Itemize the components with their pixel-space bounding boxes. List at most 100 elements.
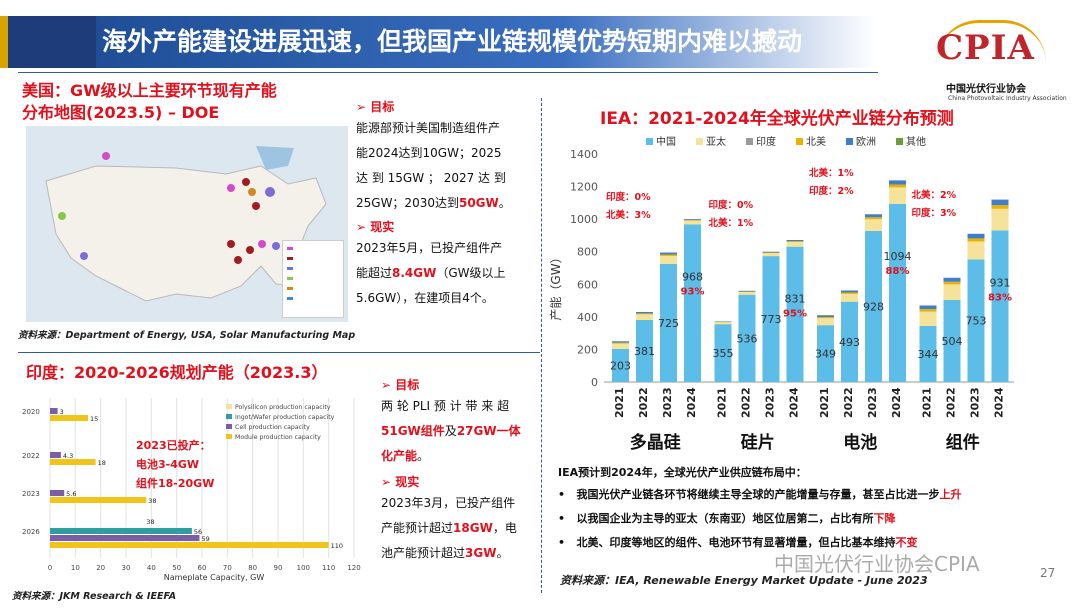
bar-value-label: 203: [610, 359, 631, 372]
x-tick-label: 2022: [637, 387, 650, 418]
usa-reality-line: 2023年5月，已投产组件产: [356, 241, 503, 255]
bar-china: [738, 294, 756, 382]
map-pin: [227, 240, 235, 248]
legend-label: 北美: [806, 136, 826, 148]
india-source: 资料来源：JKM Research & IEEFA: [12, 591, 177, 602]
x-tick-label: 2021: [716, 387, 729, 418]
bar-europe: [967, 233, 985, 239]
india-annotation-line: 组件18-20GW: [136, 477, 215, 490]
bar-asia: [762, 253, 780, 257]
legend-label: 其他: [906, 136, 926, 148]
usa-reality-label-text: 现实: [370, 220, 395, 234]
usa-target-line: 达 到 15GW ； 2027 达 到: [356, 171, 506, 185]
x-tick-label: 2024: [685, 387, 698, 418]
logo-en: China Photovoltaic Industry Association: [948, 95, 1067, 102]
usa-target-line-pre: 25GW；2030达到: [356, 196, 459, 210]
y-tick-label: 600: [577, 278, 598, 291]
x-tick-label: 2022: [842, 387, 855, 418]
header-bar: [0, 16, 96, 68]
bar-north-america: [786, 241, 804, 242]
y-tick-label: 2020: [22, 408, 40, 416]
bar-china: [967, 259, 985, 382]
map-pin: [258, 240, 266, 248]
iea-bullet: • 以我国企业为主导的亚太（东南亚）地区位居第二，占比有所下降: [558, 512, 896, 525]
x-tick-label: 60: [198, 564, 207, 572]
x-tick-label: 2023: [661, 387, 674, 418]
bar-china: [714, 324, 732, 382]
bar-north-america: [967, 238, 985, 242]
x-tick-label: 2021: [818, 387, 831, 418]
iea-bullet-emph: 不变: [895, 536, 918, 549]
x-tick-label: 120: [347, 564, 360, 572]
bar-europe: [738, 290, 756, 292]
bar-north-america: [991, 205, 1009, 209]
bar-north-america: [919, 309, 937, 312]
bar-asia: [636, 314, 653, 320]
india-bar: [50, 542, 329, 548]
india-bar-label: 56: [194, 528, 202, 536]
legend-swatch: [226, 424, 232, 429]
iea-annotation: 印度：2%: [809, 185, 854, 197]
legend-label: Ingot/Wafer production capacity: [235, 414, 335, 421]
x-tick-label: 2023: [866, 387, 879, 418]
x-tick-label: 90: [274, 564, 283, 572]
header-accent: [0, 16, 8, 68]
india-target-emph: 51GW组件: [381, 424, 445, 438]
x-tick-label: 0: [48, 564, 52, 572]
bar-china: [841, 301, 858, 382]
india-reality-pre: 池产能预计超过: [381, 546, 466, 560]
india-annotation-line: 2023已投产：: [136, 439, 211, 452]
x-tick-label: 100: [297, 564, 310, 572]
y-tick-label: 2023: [22, 490, 40, 498]
india-target-mid: 及: [444, 424, 457, 438]
legend-swatch: [746, 138, 753, 145]
y-tick-label: 800: [577, 246, 598, 259]
legend-swatch: [287, 257, 293, 260]
bar-north-america: [817, 317, 834, 319]
logo: CPIA: [936, 28, 1035, 68]
bar-north-america: [889, 184, 906, 188]
map-legend: [282, 240, 344, 318]
usa-reality-label: ➢ 现实: [356, 220, 395, 234]
bar-north-america: [684, 220, 701, 221]
bar-europe: [919, 305, 937, 310]
bar-value-label: 725: [658, 317, 679, 330]
x-tick-label: 2024: [993, 387, 1006, 418]
iea-annotation: 北美：3%: [606, 209, 651, 221]
bar-europe: [762, 251, 780, 253]
india-reality-emph: 18GW: [453, 521, 493, 535]
divider-vertical: [541, 98, 542, 593]
china-share-label: 83%: [988, 292, 1012, 303]
bar-north-america: [612, 342, 629, 344]
bar-europe: [660, 252, 677, 255]
india-reality-line: 2023年3月，已投产组件: [381, 496, 516, 510]
bar-china: [786, 246, 804, 382]
india-target-emph: 化产能: [381, 449, 418, 463]
legend-swatch: [896, 138, 903, 145]
group-label: 组件: [946, 432, 980, 453]
x-tick-label: 2023: [764, 387, 777, 418]
x-tick-label: 110: [322, 564, 335, 572]
y-tick-label: 1400: [570, 148, 598, 161]
bar-value-label: 493: [839, 336, 860, 349]
india-bar-label: 3: [60, 408, 64, 416]
bar-europe: [889, 180, 906, 185]
legend-label: Polysilicon production capacity: [235, 404, 331, 411]
y-tick-label: 1200: [570, 181, 598, 194]
bar-asia: [714, 322, 732, 325]
x-tick-label: 20: [96, 564, 105, 572]
usa-reality-post: （GW级以上: [436, 266, 506, 280]
usa-reality-emph: 8.4GW: [392, 266, 437, 280]
india-bar-label: 18: [98, 459, 106, 467]
y-axis-label: 产能（GW）: [549, 251, 563, 320]
iea-annotation: 北美：1%: [709, 217, 754, 229]
x-tick-label: 80: [248, 564, 257, 572]
bar-europe: [817, 315, 834, 318]
iea-bullet-text: 以我国企业为主导的亚太（东南亚）地区位居第二，占比有所: [576, 512, 874, 525]
legend-swatch: [646, 138, 653, 145]
usa-reality-pre: 能超过: [356, 266, 393, 280]
legend-swatch: [287, 277, 293, 280]
bar-value-label: 931: [990, 276, 1011, 289]
y-tick-label: 2026: [22, 528, 40, 536]
bar-value-label: 753: [966, 315, 987, 328]
